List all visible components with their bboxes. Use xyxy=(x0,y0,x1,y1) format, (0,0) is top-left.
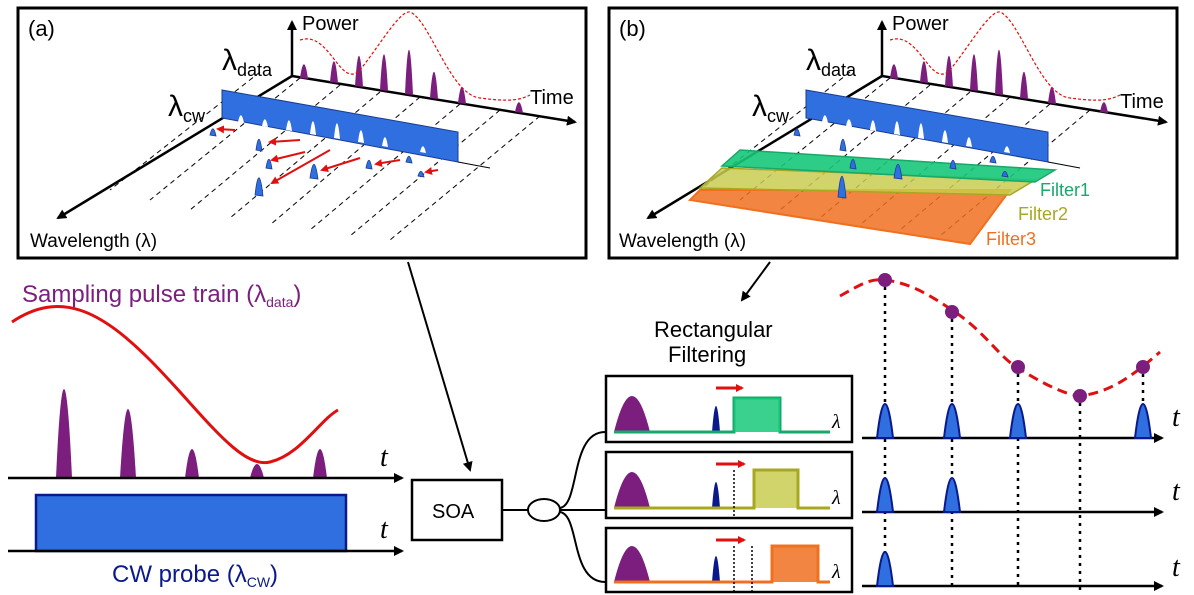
panel-b-tag: (b) xyxy=(619,16,646,41)
panel-b-filter1-label: Filter1 xyxy=(1040,180,1090,200)
rect-filtering-line1: Rectangular xyxy=(654,317,773,342)
panel-a-lambda-cw: λcw xyxy=(168,90,206,126)
panel-a-shift-arrows xyxy=(216,125,439,184)
filter-box-1-data-pulse xyxy=(614,396,650,432)
filter-box-1: λ xyxy=(604,374,854,444)
panel-a-power-label: Power xyxy=(302,13,359,35)
panel-b-filter1-plane xyxy=(720,149,1058,183)
panel-b-filter2-label: Filter2 xyxy=(1018,204,1068,224)
panel-a-cw-notches xyxy=(238,115,426,153)
panel-a: (a) xyxy=(16,6,588,260)
panel-a-data-pulses xyxy=(300,49,523,113)
filter-box-2-data-pulse xyxy=(614,472,650,508)
panel-b-lambda-cw: λcw xyxy=(752,90,790,126)
panel-b-cw-notches xyxy=(822,115,1010,153)
panel-b-lambda-data: λdata xyxy=(806,44,857,80)
filter-box-3-passband xyxy=(772,546,818,582)
output-envelope xyxy=(839,278,1161,398)
split-line-3 xyxy=(559,511,606,583)
panel-a-tag: (a) xyxy=(28,16,55,41)
filter-box-3-lambda: λ xyxy=(831,561,841,583)
output-row-1-pulses xyxy=(875,403,1153,439)
panel-a-time-label: Time xyxy=(530,87,574,109)
panel-a-lambda-data: λdata xyxy=(222,44,273,80)
panel-b-shifted-pulses xyxy=(793,128,1009,199)
filter-box-2: λ xyxy=(604,450,854,520)
output-row-1-t: t xyxy=(1172,402,1181,433)
panel-a-time-axis xyxy=(291,74,577,126)
panel-b-data-pulses xyxy=(890,49,1108,113)
split-line-1 xyxy=(559,431,606,509)
panel-a-envelope xyxy=(299,11,531,101)
filter-box-1-lambda: λ xyxy=(831,411,841,433)
output-row-2-t: t xyxy=(1172,476,1181,507)
output-row-3-t: t xyxy=(1172,552,1181,583)
sampling-pulse-train-label: Sampling pulse train (λdata) xyxy=(22,281,301,310)
output-sample-dots xyxy=(878,273,1150,403)
arrow-panel-a-to-soa xyxy=(407,261,473,472)
filter-box-2-passband xyxy=(754,470,798,508)
panel-b-filter3-label: Filter3 xyxy=(986,229,1036,249)
sampling-envelope xyxy=(11,305,339,465)
filter-box-1-passband xyxy=(734,398,780,432)
panel-b-time-axis xyxy=(881,74,1168,126)
panel-a-wavelength-label: Wavelength (λ) xyxy=(30,231,157,252)
filter-box-1-cw-pulse xyxy=(712,406,720,432)
filter-box-2-lambda: λ xyxy=(831,487,841,509)
filter-box-2-filter xyxy=(614,468,830,510)
panel-b-time-label: Time xyxy=(1120,91,1164,113)
rect-filtering-line2: Filtering xyxy=(668,342,746,367)
panel-b-envelope xyxy=(889,11,1121,101)
output-row-3-pulses xyxy=(875,551,895,587)
arrow-panel-b-to-filtering xyxy=(740,261,771,302)
filter-box-3-data-pulse xyxy=(614,546,650,582)
panel-a-grid xyxy=(109,71,541,241)
filter-box-2-cw-pulse xyxy=(712,482,720,508)
cw-t-label: t xyxy=(380,514,389,545)
filter-box-3: λ xyxy=(604,526,854,594)
panel-b-wavelength-label: Wavelength (λ) xyxy=(619,231,746,252)
panel-b-power-label: Power xyxy=(892,13,949,35)
soa-box xyxy=(410,478,504,542)
soa-label: SOA xyxy=(432,501,475,523)
panel-a-shifted-pulses xyxy=(209,128,425,197)
lower-left: Sampling pulse train (λdata) t t CW prob… xyxy=(8,281,404,590)
sampling-pulses xyxy=(56,389,327,478)
cw-probe-block xyxy=(34,493,348,553)
output-row-2-pulses xyxy=(875,477,962,513)
panel-a-cw-line xyxy=(457,161,491,169)
panel-b: (b) xyxy=(607,6,1179,260)
cw-probe-label: CW probe (λCW) xyxy=(112,561,278,590)
filter-box-3-filter xyxy=(614,544,830,584)
coupler xyxy=(527,498,561,522)
sampling-t-label: t xyxy=(380,442,389,473)
output-section: t t t xyxy=(839,273,1181,591)
panel-b-cw-line xyxy=(1047,161,1081,169)
soa-section: SOA xyxy=(410,431,606,583)
filter-box-3-cw-pulse xyxy=(712,556,720,582)
